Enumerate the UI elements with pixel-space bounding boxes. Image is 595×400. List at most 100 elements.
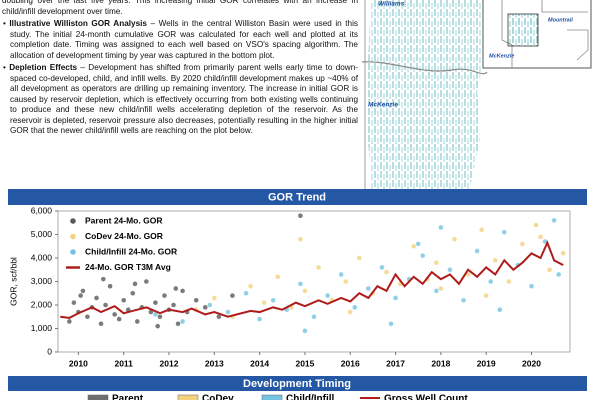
data-point (225, 309, 231, 315)
y-tick-label: 3,000 (31, 276, 53, 286)
x-tick-label: 2013 (205, 358, 224, 368)
data-point (261, 300, 267, 305)
data-point (438, 286, 444, 291)
data-point (180, 319, 185, 324)
data-point (275, 274, 281, 280)
title-bar (8, 189, 587, 205)
legend-swatch (87, 394, 109, 400)
data-point (257, 316, 262, 322)
legend-swatch (70, 233, 76, 240)
data-point (153, 312, 158, 317)
data-point (121, 298, 126, 303)
data-point (488, 279, 494, 284)
data-point (134, 319, 140, 324)
data-point (298, 236, 303, 242)
paragraph: • Depletion Effects – Development has sh… (3, 63, 358, 135)
chart-title: GOR Trend (268, 191, 326, 203)
data-point (243, 290, 249, 296)
data-point (547, 267, 552, 273)
well-area (367, 0, 484, 200)
data-point (447, 267, 453, 273)
data-point (107, 283, 113, 289)
data-point (173, 286, 179, 291)
data-point (71, 300, 77, 305)
data-point (420, 253, 426, 258)
data-point (452, 236, 457, 242)
data-point (207, 302, 213, 308)
county-boundary (362, 61, 488, 75)
legend-swatch (261, 394, 283, 400)
data-point (153, 300, 158, 305)
x-tick-label: 2019 (477, 358, 496, 368)
inset-study-area (507, 13, 539, 47)
data-point (171, 302, 176, 308)
legend-label: Parent (112, 394, 144, 400)
data-point (193, 298, 199, 303)
data-point (483, 293, 489, 298)
x-tick-label: 2015 (295, 358, 314, 368)
data-point (492, 258, 498, 263)
data-point (212, 295, 217, 301)
data-point (103, 302, 108, 308)
data-point (497, 307, 503, 312)
paragraph: • Illustrative Williston GOR Analysis – … (3, 19, 358, 60)
data-point (298, 213, 303, 218)
x-tick-label: 2018 (431, 358, 450, 368)
data-point (556, 272, 561, 277)
data-point (393, 295, 398, 301)
x-tick-label: 2010 (69, 358, 88, 368)
legend-label: CoDev 24-Mo. GOR (85, 231, 163, 241)
data-point (85, 314, 90, 320)
data-point (542, 239, 548, 244)
x-tick-label: 2011 (114, 358, 133, 368)
data-point (155, 323, 160, 329)
data-point (230, 293, 235, 298)
data-point (533, 222, 539, 228)
data-point (415, 241, 421, 247)
data-point (298, 281, 303, 287)
data-point (311, 314, 317, 320)
data-point (352, 305, 358, 310)
section-title: Development Timing (243, 378, 351, 390)
y-tick-label: 5,000 (31, 229, 53, 239)
paragraph-heading: Illustrative Williston GOR Analysis (9, 19, 147, 28)
data-point (144, 279, 149, 284)
y-tick-label: 4,000 (31, 252, 53, 262)
legend-label: Child/Infill (286, 394, 335, 400)
data-point (112, 312, 117, 317)
trend-line (60, 240, 564, 319)
inset-label: Mountrail (548, 17, 573, 23)
data-point (434, 260, 439, 265)
data-point (438, 225, 444, 230)
paragraph-body: – Development has shifted from primarily… (10, 63, 358, 135)
data-point (560, 251, 566, 256)
data-point (216, 314, 222, 320)
data-point (302, 328, 308, 334)
data-point (343, 279, 349, 284)
data-point (180, 288, 185, 294)
legend-swatch (70, 218, 76, 224)
data-point (357, 255, 362, 261)
legend-swatch (177, 394, 199, 400)
data-point (132, 281, 138, 287)
map-label: Williams (378, 1, 405, 8)
data-point (388, 321, 394, 327)
data-point (520, 241, 525, 247)
inset-boundary (501, 0, 589, 68)
y-axis-label: GOR, scf/bbl (8, 257, 18, 306)
x-tick-label: 2016 (341, 358, 360, 368)
legend-label: Gross Well Count (384, 394, 468, 400)
x-tick-label: 2020 (522, 358, 541, 368)
data-point (94, 295, 99, 301)
data-point (316, 265, 321, 270)
data-point (529, 283, 534, 289)
inset-label: McKenzie (489, 53, 514, 59)
data-point (80, 288, 86, 294)
legend-box (61, 213, 201, 277)
data-point (67, 319, 72, 324)
x-tick-label: 2014 (250, 358, 269, 368)
data-point (116, 316, 122, 322)
y-tick-label: 6,000 (31, 205, 53, 215)
data-point (148, 309, 154, 315)
